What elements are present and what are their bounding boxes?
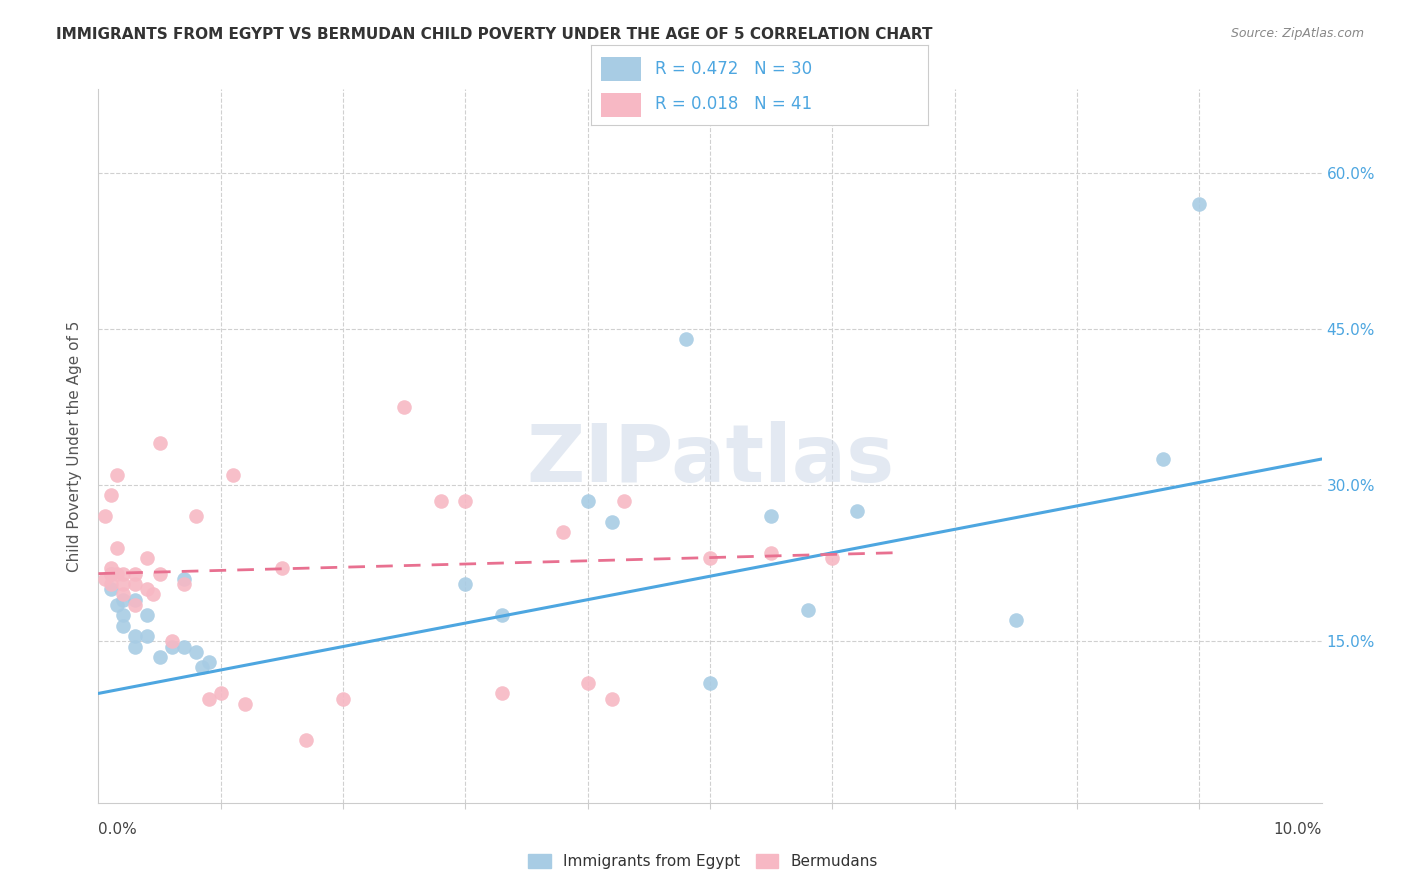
- Point: [600, 691, 623, 706]
- Point: [111, 587, 134, 601]
- Point: [191, 660, 214, 674]
- Point: [491, 686, 513, 700]
- Point: [100, 488, 122, 502]
- FancyBboxPatch shape: [600, 93, 641, 117]
- Point: [576, 493, 599, 508]
- Point: [105, 467, 128, 482]
- Point: [111, 566, 134, 581]
- Point: [100, 566, 122, 581]
- Point: [124, 566, 146, 581]
- Text: Source: ZipAtlas.com: Source: ZipAtlas.com: [1230, 27, 1364, 40]
- Point: [111, 577, 134, 591]
- Y-axis label: Child Poverty Under the Age of 5: Child Poverty Under the Age of 5: [67, 320, 83, 572]
- Text: R = 0.472   N = 30: R = 0.472 N = 30: [655, 60, 811, 78]
- Point: [173, 577, 195, 591]
- Point: [197, 655, 219, 669]
- Point: [149, 436, 172, 450]
- Point: [124, 598, 146, 612]
- Point: [332, 691, 354, 706]
- Point: [699, 676, 721, 690]
- Point: [576, 676, 599, 690]
- Point: [105, 598, 128, 612]
- Point: [454, 493, 477, 508]
- Point: [124, 640, 146, 654]
- Point: [430, 493, 453, 508]
- Point: [209, 686, 232, 700]
- Point: [100, 582, 122, 597]
- Point: [600, 515, 623, 529]
- Point: [111, 592, 134, 607]
- Point: [759, 546, 782, 560]
- Point: [93, 572, 115, 586]
- Point: [454, 577, 477, 591]
- Text: IMMIGRANTS FROM EGYPT VS BERMUDAN CHILD POVERTY UNDER THE AGE OF 5 CORRELATION C: IMMIGRANTS FROM EGYPT VS BERMUDAN CHILD …: [56, 27, 932, 42]
- Text: ZIPatlas: ZIPatlas: [526, 421, 894, 500]
- Point: [124, 629, 146, 643]
- Point: [491, 608, 513, 623]
- Point: [675, 332, 697, 346]
- Point: [149, 649, 172, 664]
- Point: [222, 467, 245, 482]
- Point: [186, 645, 208, 659]
- Point: [111, 608, 134, 623]
- Point: [759, 509, 782, 524]
- Point: [124, 592, 146, 607]
- Point: [100, 566, 122, 581]
- Point: [124, 577, 146, 591]
- Point: [1152, 452, 1174, 467]
- Point: [392, 400, 416, 414]
- Point: [105, 566, 128, 581]
- Point: [160, 634, 183, 648]
- Text: 10.0%: 10.0%: [1274, 822, 1322, 837]
- Point: [93, 509, 115, 524]
- Text: R = 0.018   N = 41: R = 0.018 N = 41: [655, 95, 811, 113]
- Point: [173, 640, 195, 654]
- Point: [136, 629, 159, 643]
- FancyBboxPatch shape: [600, 57, 641, 81]
- Point: [1004, 614, 1026, 628]
- Point: [100, 577, 122, 591]
- Point: [233, 697, 256, 711]
- Text: 0.0%: 0.0%: [98, 822, 138, 837]
- Point: [173, 572, 195, 586]
- Point: [100, 561, 122, 575]
- Point: [149, 566, 172, 581]
- Point: [821, 551, 844, 566]
- Point: [845, 504, 868, 518]
- Point: [186, 509, 208, 524]
- Point: [699, 551, 721, 566]
- Point: [105, 541, 128, 555]
- Legend: Immigrants from Egypt, Bermudans: Immigrants from Egypt, Bermudans: [522, 848, 884, 875]
- Point: [136, 551, 159, 566]
- Point: [553, 524, 575, 539]
- Point: [1188, 196, 1211, 211]
- Point: [197, 691, 219, 706]
- Point: [613, 493, 636, 508]
- Point: [142, 587, 165, 601]
- Point: [136, 608, 159, 623]
- Point: [270, 561, 292, 575]
- Point: [136, 582, 159, 597]
- Point: [111, 618, 134, 632]
- Point: [160, 640, 183, 654]
- Point: [295, 733, 318, 747]
- Point: [797, 603, 820, 617]
